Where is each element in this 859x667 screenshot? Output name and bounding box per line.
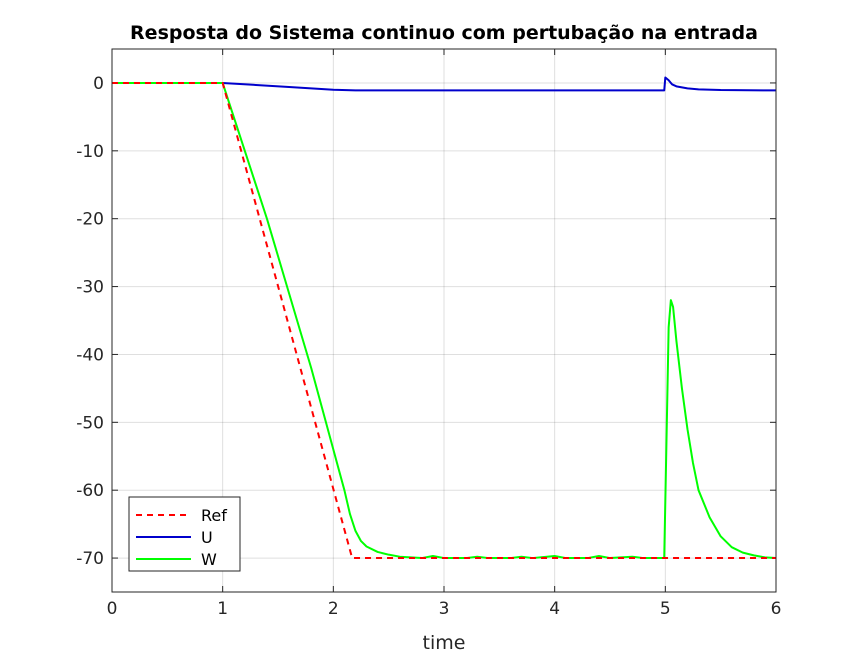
x-tick-label: 6 xyxy=(771,599,782,619)
y-tick-label: -70 xyxy=(76,549,104,569)
plot-frame xyxy=(111,48,777,593)
legend-label-u: U xyxy=(201,528,213,547)
series-line-u xyxy=(112,76,777,92)
legend-label-w: W xyxy=(201,550,217,569)
series-line-w xyxy=(112,81,777,560)
y-tick-label: -50 xyxy=(76,413,104,433)
x-tick-label: 2 xyxy=(328,599,339,619)
y-tick-label: -40 xyxy=(76,345,104,365)
series-layer xyxy=(112,76,777,560)
x-tick-label: 3 xyxy=(439,599,450,619)
x-tick-label: 4 xyxy=(549,599,560,619)
x-tick-label: 5 xyxy=(660,599,671,619)
y-tick-label: 0 xyxy=(93,74,104,94)
x-tick-label: 0 xyxy=(107,599,118,619)
legend: Ref UW xyxy=(128,496,241,572)
y-tick-label: -10 xyxy=(76,142,104,162)
legend-label-ref: Ref xyxy=(201,506,227,525)
x-tick-label: 1 xyxy=(217,599,228,619)
chart-title: Resposta do Sistema continuo com pertuba… xyxy=(130,22,758,44)
series-line-ref xyxy=(112,81,776,560)
y-tick-label: -20 xyxy=(76,210,104,230)
y-tick-label: -30 xyxy=(76,278,104,298)
y-tick-label: -60 xyxy=(76,481,104,501)
x-axis-label: time xyxy=(423,632,466,654)
